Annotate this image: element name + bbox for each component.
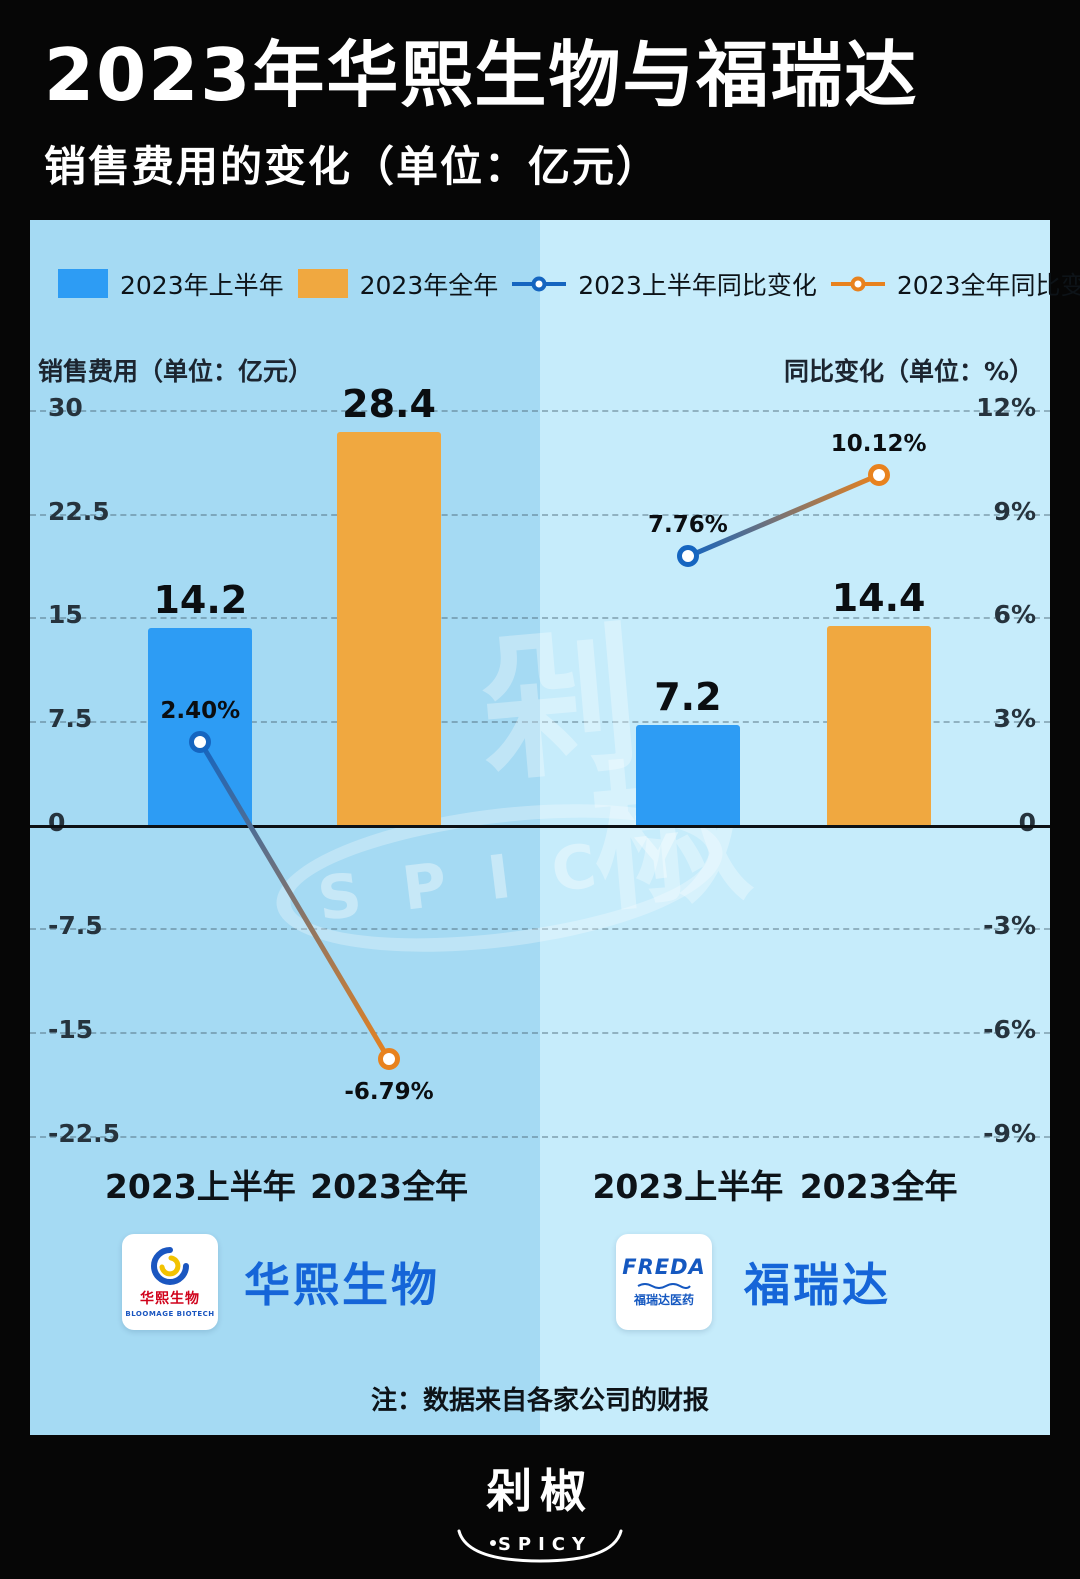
- y-tick-right: -3%: [983, 911, 1036, 941]
- legend-label: 2023年全年: [359, 270, 499, 300]
- freda-logo-group: FREDA 福瑞达医药 福瑞达: [616, 1233, 891, 1330]
- legend-item-half-year-bar: 2023年上半年: [58, 266, 284, 302]
- legend: 2023年上半年 2023年全年 2023上半年同比变化 2023全年同比变化: [30, 220, 1080, 302]
- footer-spicy-text: SPICY: [498, 1534, 592, 1555]
- bloomage-logo-group: 华熙生物 BLOOMAGE BIOTECH 华熙生物: [122, 1233, 440, 1330]
- legend-item-full-year-bar: 2023年全年: [297, 266, 499, 302]
- legend-item-half-year-line: 2023上半年同比变化: [512, 266, 817, 302]
- point-label: 2.40%: [160, 697, 241, 724]
- bar-value-label: 7.2: [654, 675, 722, 720]
- footer-brand: 剁椒: [486, 1463, 594, 1518]
- y-tick-right: 0: [1018, 807, 1036, 837]
- company-logos: 华熙生物 BLOOMAGE BIOTECH 华熙生物 FREDA 福瑞达医药 福…: [30, 1233, 1050, 1330]
- bar-value-label: 14.2: [153, 578, 248, 623]
- bar-value-label: 14.4: [831, 575, 926, 620]
- y-tick-right: 12%: [976, 392, 1036, 422]
- y-tick-left: 30: [48, 392, 83, 422]
- gridline: [30, 1032, 1050, 1035]
- page-title: 2023年华熙生物与福瑞达: [44, 33, 919, 117]
- bar-full-year: [826, 625, 931, 825]
- bar-half-year: [635, 725, 740, 825]
- freda-company-name: 福瑞达: [744, 1257, 891, 1312]
- point-label: -6.79%: [344, 1079, 434, 1106]
- chart-panel: 2023年上半年 2023年全年 2023上半年同比变化 2023全年同比变化 …: [30, 219, 1080, 1435]
- left-axis-title: 销售费用（单位：亿元）: [38, 356, 314, 386]
- bloomage-box-cn-label: 华熙生物: [140, 1290, 200, 1307]
- legend-label: 2023上半年同比变化: [578, 270, 817, 300]
- half-year-point: [189, 730, 212, 753]
- y-tick-right: 6%: [993, 600, 1036, 630]
- y-tick-left: 15: [48, 600, 83, 630]
- x-tick-label: 2023上半年: [104, 1166, 296, 1206]
- freda-box-cn-label: 福瑞达医药: [633, 1293, 694, 1308]
- y-tick-left: 7.5: [48, 704, 93, 734]
- half-year-bar-swatch-icon: [58, 269, 108, 299]
- page-subtitle: 销售费用的变化（单位：亿元）: [44, 141, 661, 191]
- freda-logo: FREDA 福瑞达医药: [616, 1233, 712, 1330]
- trend-lines: [198, 472, 880, 1061]
- bloomage-box-en-label: BLOOMAGE BIOTECH: [125, 1309, 215, 1318]
- spicy-boat-logo-icon: SPICY: [457, 1529, 623, 1563]
- x-tick-label: 2023上半年: [592, 1166, 784, 1206]
- full-year-bar-swatch-icon: [297, 269, 348, 299]
- bloomage-logo: 华熙生物 BLOOMAGE BIOTECH: [122, 1233, 218, 1330]
- point-label: 7.76%: [647, 512, 728, 539]
- y-tick-right: -6%: [983, 1015, 1036, 1045]
- y-tick-right: 3%: [993, 704, 1036, 734]
- freda-wave-icon: [637, 1283, 691, 1290]
- full-year-point: [378, 1048, 401, 1071]
- zero-line: [30, 824, 1050, 828]
- plot-area: 剁 椒 SPICY 30 12% 22.5 9% 15 6% 7.5 3% 0 0 -7.5 -3% -…: [30, 382, 1050, 1148]
- legend-item-full-year-line: 2023全年同比变化: [830, 266, 1080, 302]
- circle-marker-icon: [850, 276, 866, 292]
- bloomage-logo-mark-icon: [151, 1246, 189, 1285]
- y-tick-right: 9%: [993, 496, 1036, 526]
- bar-value-label: 28.4: [342, 381, 436, 426]
- half-year-line-swatch-icon: [512, 276, 567, 292]
- bar-full-year: [337, 431, 442, 825]
- y-tick-left: 0: [48, 807, 66, 837]
- circle-marker-icon: [531, 276, 547, 292]
- freda-brand-label: FREDA: [622, 1255, 706, 1280]
- bloomage-company-name: 华熙生物: [244, 1257, 440, 1312]
- footer: 剁椒 SPICY: [0, 1435, 1080, 1579]
- gridline: [30, 1135, 1050, 1138]
- right-axis-title: 同比变化（单位：%）: [783, 356, 1034, 386]
- y-tick-left: -22.5: [48, 1118, 121, 1148]
- x-tick-label: 2023全年: [799, 1166, 958, 1206]
- legend-label: 2023全年同比变化: [896, 270, 1080, 300]
- y-tick-left: -15: [48, 1015, 94, 1045]
- gridline: [30, 513, 1050, 516]
- point-label: 10.12%: [830, 430, 927, 457]
- y-tick-right: -9%: [983, 1118, 1036, 1148]
- half-year-point: [676, 545, 699, 568]
- bar-half-year: [148, 628, 253, 825]
- gridline: [30, 409, 1050, 412]
- full-year-point: [867, 463, 890, 486]
- x-tick-label: 2023全年: [310, 1166, 468, 1206]
- axis-titles: 销售费用（单位：亿元） 同比变化（单位：%）: [30, 352, 1050, 388]
- full-year-line-swatch-icon: [830, 276, 885, 292]
- gridline: [30, 617, 1050, 620]
- y-tick-left: 22.5: [48, 496, 110, 526]
- gridline: [30, 928, 1050, 931]
- x-axis-labels: 2023上半年 2023全年 2023上半年 2023全年: [30, 1160, 1050, 1208]
- legend-label: 2023年上半年: [120, 270, 284, 300]
- y-tick-left: -7.5: [48, 911, 103, 941]
- footnote: 注：数据来自各家公司的财报: [370, 1385, 709, 1416]
- gridline: [30, 720, 1050, 723]
- header: 2023年华熙生物与福瑞达 销售费用的变化（单位：亿元）: [0, 0, 1080, 194]
